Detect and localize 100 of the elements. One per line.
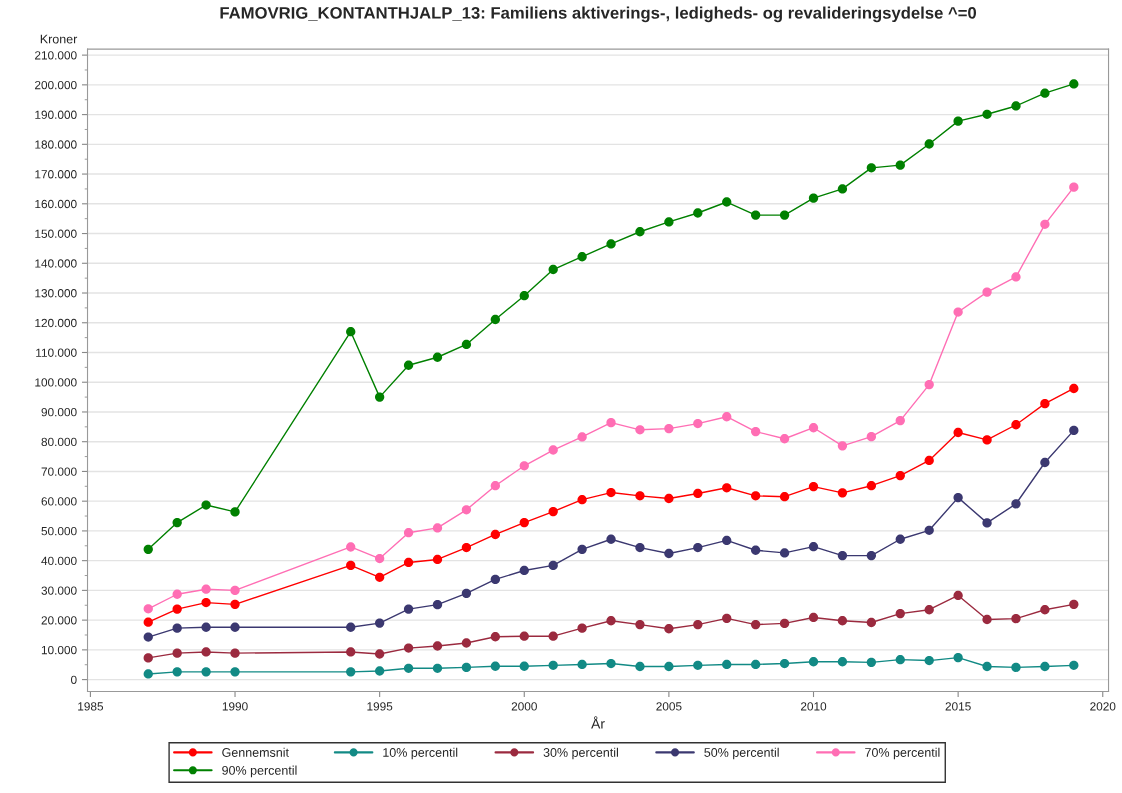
point	[953, 307, 963, 317]
point	[143, 632, 153, 642]
x-axis-title: År	[591, 716, 605, 729]
point	[664, 624, 674, 634]
point	[751, 210, 761, 220]
point	[172, 517, 182, 528]
point	[982, 287, 992, 297]
point	[664, 661, 674, 672]
point	[924, 655, 934, 666]
point	[895, 470, 905, 481]
point	[374, 553, 385, 564]
legend-label: 50% percentil	[704, 747, 779, 760]
point	[982, 661, 992, 672]
y-tick-label: 50.000	[41, 526, 77, 536]
point	[751, 659, 761, 670]
point	[1011, 499, 1021, 509]
point	[143, 544, 153, 555]
point	[953, 590, 963, 601]
point	[548, 506, 558, 517]
point	[837, 550, 848, 561]
point	[895, 534, 905, 544]
point	[779, 658, 790, 669]
point	[143, 617, 153, 627]
point	[432, 600, 443, 610]
y-tick-label: 190.000	[35, 110, 77, 119]
point	[1040, 457, 1050, 468]
point	[953, 652, 963, 663]
x-tick-label: 2020	[1090, 702, 1116, 711]
point	[374, 392, 385, 402]
point	[403, 604, 414, 614]
point	[808, 657, 819, 667]
point	[230, 648, 240, 658]
point	[143, 604, 153, 614]
point	[490, 632, 500, 642]
point	[346, 560, 356, 571]
point	[664, 548, 674, 559]
point	[895, 655, 905, 665]
point	[606, 534, 616, 544]
point	[230, 667, 240, 677]
point	[1040, 605, 1050, 615]
y-tick-label: 150.000	[35, 229, 77, 238]
x-tick-label: 1995	[367, 702, 393, 711]
point	[1069, 383, 1079, 394]
point	[1069, 79, 1079, 89]
y-axis-title: Kroner	[40, 34, 78, 44]
point	[722, 535, 732, 546]
point	[490, 481, 500, 491]
point	[374, 572, 385, 582]
point	[606, 487, 616, 498]
point	[577, 495, 587, 505]
x-tick-label: 2005	[656, 702, 682, 711]
point	[693, 542, 703, 553]
point	[1011, 420, 1021, 430]
point	[230, 599, 240, 610]
y-tick-label: 80.000	[41, 437, 77, 447]
point	[1011, 613, 1021, 624]
point	[172, 648, 182, 658]
point	[779, 434, 790, 444]
point	[635, 425, 645, 435]
point	[722, 659, 732, 670]
point	[866, 617, 877, 628]
point	[837, 657, 848, 667]
point	[519, 517, 529, 528]
point	[895, 415, 905, 426]
point	[1069, 182, 1079, 192]
point	[751, 426, 761, 437]
y-tick-label: 0	[71, 675, 77, 684]
point	[346, 327, 356, 337]
point	[693, 488, 703, 499]
point	[346, 667, 356, 677]
point	[895, 608, 905, 619]
point	[606, 616, 616, 626]
point	[577, 659, 587, 670]
y-tick-label: 60.000	[41, 497, 77, 506]
point	[982, 109, 992, 119]
point	[1011, 101, 1021, 111]
point	[982, 614, 992, 625]
point	[924, 455, 934, 466]
point	[461, 339, 472, 350]
y-tick-label: 130.000	[35, 289, 77, 298]
point	[490, 574, 500, 585]
point	[837, 184, 848, 194]
point	[606, 658, 616, 669]
legend-label: 30% percentil	[543, 747, 618, 760]
point	[201, 647, 211, 657]
point	[635, 227, 645, 237]
point	[635, 491, 645, 501]
point	[837, 616, 848, 626]
point	[635, 542, 645, 553]
point	[1069, 660, 1079, 670]
point	[1040, 398, 1050, 409]
point	[432, 523, 443, 533]
point	[953, 427, 963, 438]
y-tick-label: 10.000	[41, 645, 77, 655]
point	[519, 661, 529, 671]
point	[201, 500, 211, 510]
point	[230, 622, 240, 632]
x-tick-label: 2000	[511, 702, 537, 711]
point	[1040, 88, 1050, 98]
point	[866, 431, 877, 442]
